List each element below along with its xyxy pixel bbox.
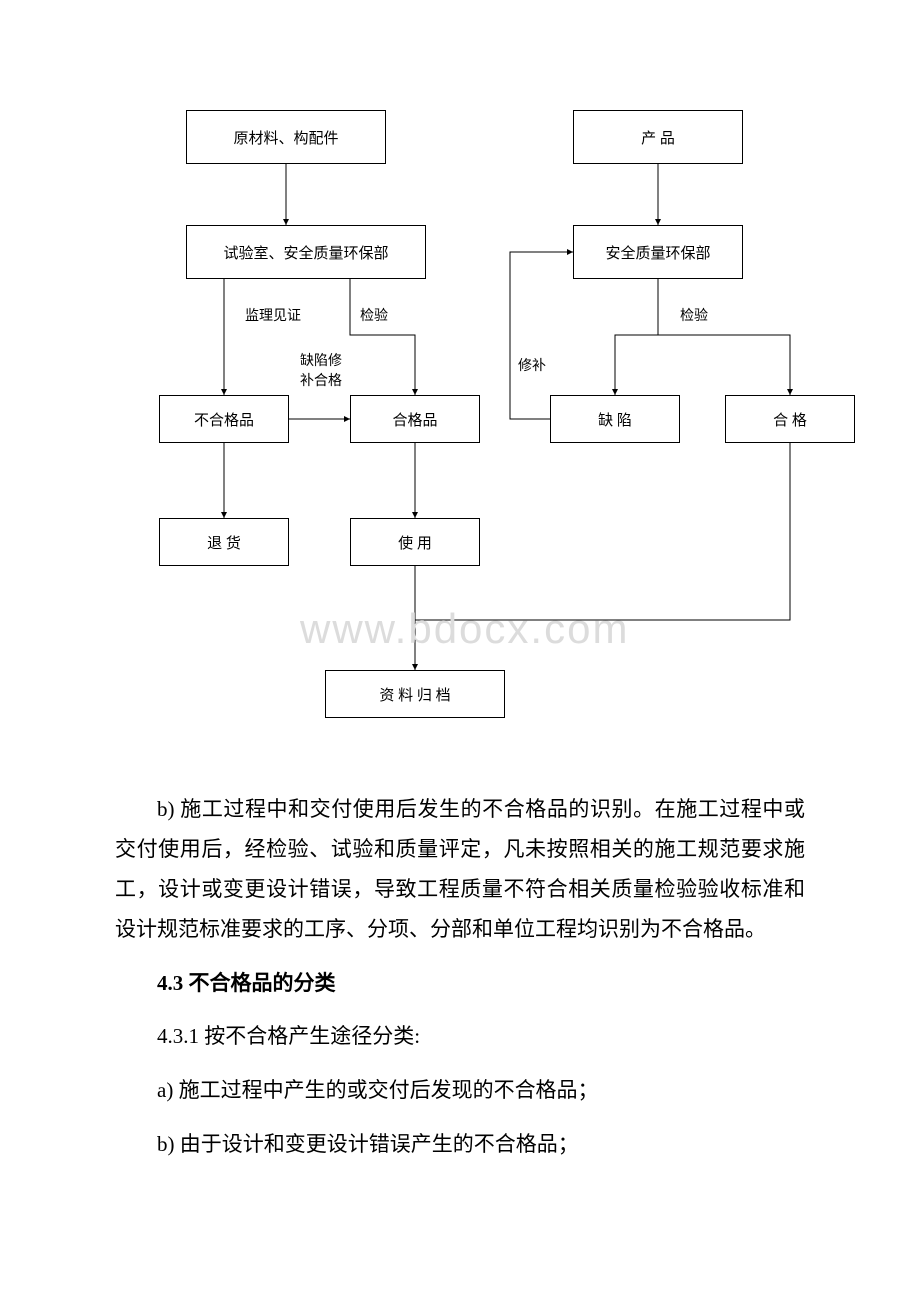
- node-label: 产 品: [641, 127, 675, 148]
- node-label: 不合格品: [194, 409, 254, 430]
- watermark-text: www.bdocx.com: [300, 605, 629, 653]
- node-raw-materials: 原材料、构配件: [186, 110, 386, 164]
- paragraph-a: a) 施工过程中产生的或交付后发现的不合格品；: [115, 1071, 805, 1111]
- node-qa-dept: 安全质量环保部: [573, 225, 743, 279]
- node-label: 合格品: [392, 409, 437, 430]
- node-nonconforming: 不合格品: [159, 395, 289, 443]
- node-label: 使 用: [398, 532, 432, 553]
- node-lab-qa-dept: 试验室、安全质量环保部: [186, 225, 426, 279]
- label-inspection-right: 检验: [680, 305, 708, 325]
- label-supervision-witness: 监理见证: [245, 305, 301, 325]
- document-body: b) 施工过程中和交付使用后发生的不合格品的识别。在施工过程中或交付使用后，经检…: [0, 750, 920, 1219]
- node-label: 合 格: [773, 409, 807, 430]
- paragraph-b2: b) 由于设计和变更设计错误产生的不合格品；: [115, 1125, 805, 1165]
- node-product: 产 品: [573, 110, 743, 164]
- node-defect: 缺 陷: [550, 395, 680, 443]
- node-label: 缺 陷: [598, 409, 632, 430]
- document-page: 原材料、构配件 产 品 试验室、安全质量环保部 安全质量环保部 不合格品 合格品…: [0, 0, 920, 1219]
- paragraph-4-3-1: 4.3.1 按不合格产生途径分类:: [115, 1017, 805, 1057]
- node-label: 退 货: [207, 532, 241, 553]
- node-return: 退 货: [159, 518, 289, 566]
- flowchart-region: 原材料、构配件 产 品 试验室、安全质量环保部 安全质量环保部 不合格品 合格品…: [0, 0, 920, 750]
- node-conforming: 合格品: [350, 395, 480, 443]
- label-repair: 修补: [518, 355, 546, 375]
- node-label: 试验室、安全质量环保部: [223, 242, 388, 263]
- label-inspection-left: 检验: [360, 305, 388, 325]
- node-label: 原材料、构配件: [233, 127, 338, 148]
- heading-4-3: 4.3 不合格品的分类: [115, 964, 805, 1004]
- node-archive: 资 料 归 档: [325, 670, 505, 718]
- label-defect-repair-2: 补合格: [300, 370, 342, 390]
- node-qualified: 合 格: [725, 395, 855, 443]
- node-label: 安全质量环保部: [605, 242, 710, 263]
- node-label: 资 料 归 档: [379, 684, 450, 705]
- paragraph-b: b) 施工过程中和交付使用后发生的不合格品的识别。在施工过程中或交付使用后，经检…: [115, 790, 805, 950]
- label-defect-repair-1: 缺陷修: [300, 350, 342, 370]
- node-use: 使 用: [350, 518, 480, 566]
